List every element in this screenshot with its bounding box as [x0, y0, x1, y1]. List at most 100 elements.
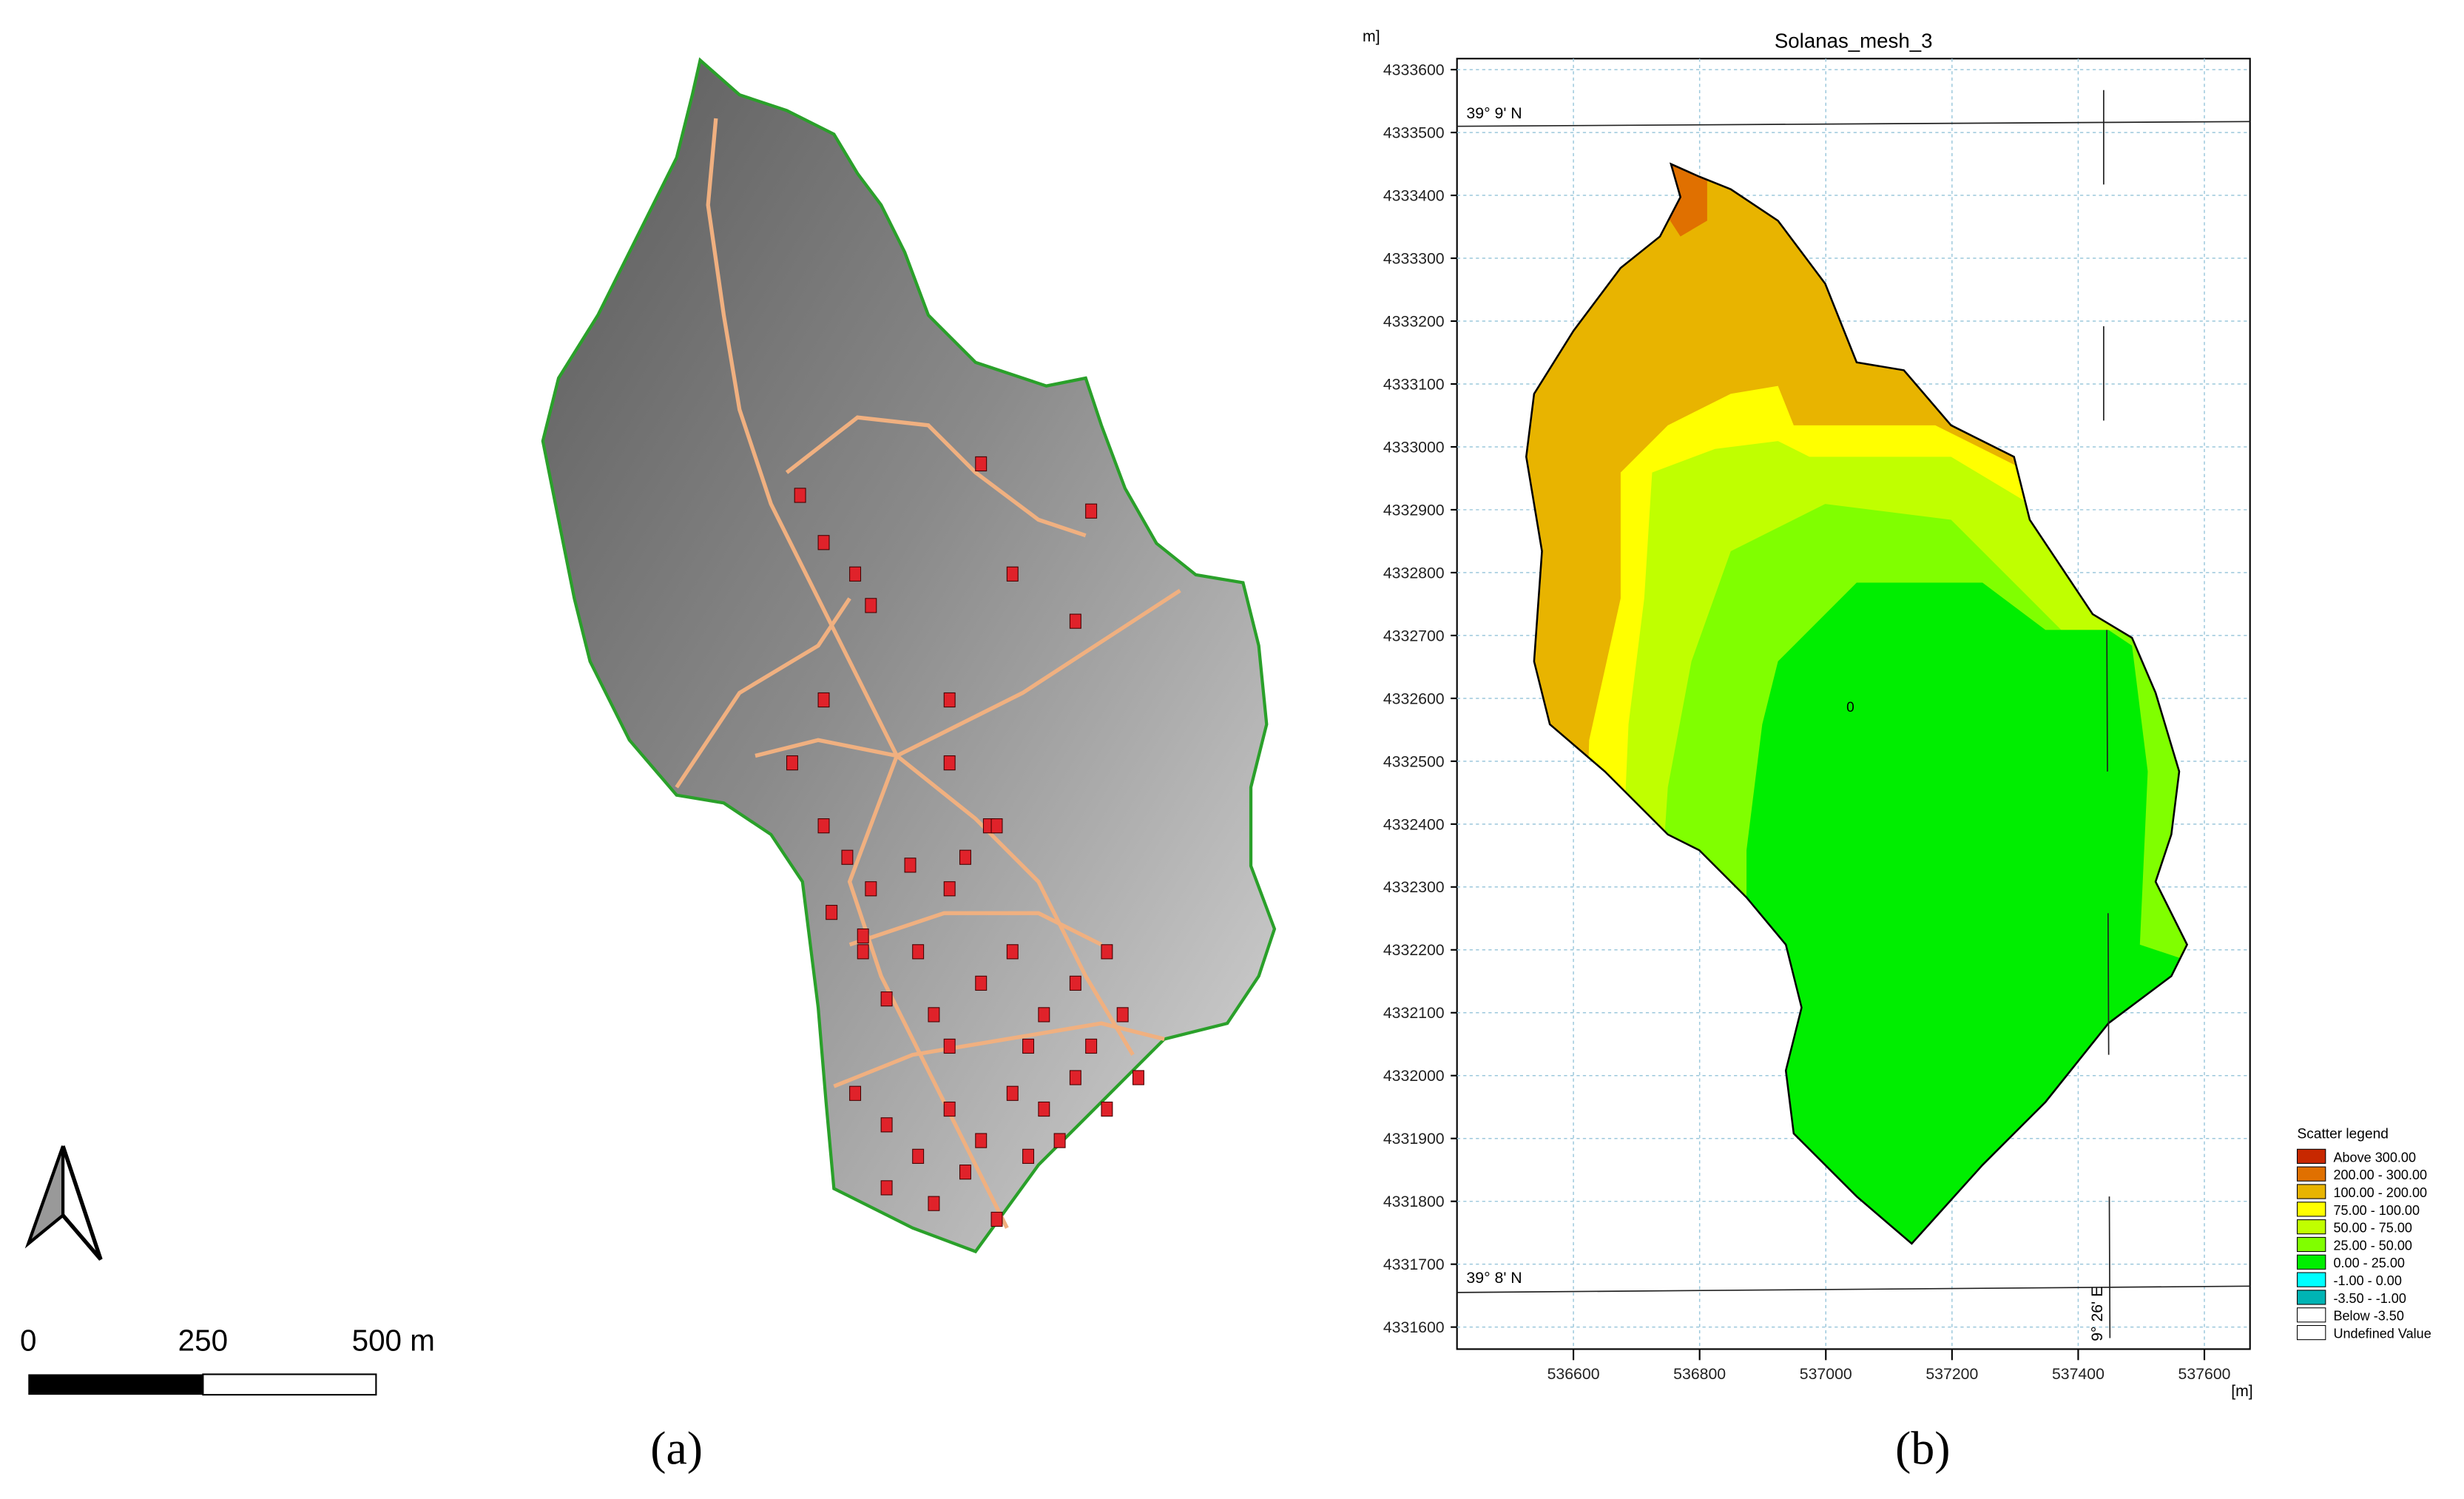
- y-tick-label: 4333500: [1383, 124, 1445, 142]
- y-tick-label: 4333300: [1383, 249, 1445, 267]
- legend-label: 25.00 - 50.00: [2333, 1238, 2412, 1253]
- scale-bar: [202, 1373, 377, 1396]
- building: [1006, 944, 1019, 960]
- y-tick-label: 4331700: [1383, 1256, 1445, 1273]
- building: [975, 1133, 988, 1148]
- building: [794, 488, 806, 503]
- roads: [675, 118, 1181, 1229]
- building: [857, 944, 869, 960]
- building: [826, 905, 838, 920]
- legend-label: Above 300.00: [2333, 1150, 2416, 1165]
- building: [1053, 1133, 1066, 1148]
- building: [912, 1148, 925, 1164]
- building: [1116, 1007, 1129, 1023]
- legend-swatch: [2296, 1307, 2326, 1323]
- legend: Above 300.00 200.00 - 300.00 100.00 - 200.…: [2296, 1148, 2431, 1341]
- building: [880, 1117, 893, 1133]
- building: [865, 881, 877, 897]
- y-tick-label: 4331900: [1383, 1130, 1445, 1148]
- scale-label: 500 m: [352, 1324, 435, 1358]
- building: [959, 1165, 971, 1180]
- building: [975, 456, 988, 472]
- point-label: 0: [1846, 700, 1854, 715]
- x-tick-label: 536600: [1547, 1365, 1600, 1383]
- legend-swatch: [2296, 1254, 2326, 1270]
- building: [849, 1085, 862, 1101]
- building: [975, 975, 988, 991]
- y-tick-label: 4332600: [1383, 690, 1445, 707]
- building: [928, 1196, 940, 1211]
- graticule-label: 9° 26' E: [2088, 1287, 2106, 1341]
- y-tick-label: 4333100: [1383, 375, 1445, 393]
- building: [1132, 1070, 1144, 1085]
- building: [943, 1038, 956, 1054]
- panel-a: 0 250 500 m (a): [20, 57, 1277, 1475]
- axis-unit: [m]: [2231, 1382, 2253, 1400]
- axis-unit: m]: [1363, 27, 1380, 45]
- legend-label: 75.00 - 100.00: [2333, 1203, 2420, 1218]
- building: [1069, 613, 1081, 629]
- y-tick-label: 4332200: [1383, 941, 1445, 959]
- building: [1038, 1007, 1050, 1023]
- legend-label: Undefined Value: [2333, 1327, 2431, 1341]
- graticule: [1457, 90, 2250, 1350]
- scale-label: 250: [178, 1324, 228, 1358]
- building: [990, 818, 1003, 834]
- y-tick-label: 4332500: [1383, 752, 1445, 770]
- legend-swatch: [2296, 1219, 2326, 1235]
- y-tick-label: 4332700: [1383, 627, 1445, 644]
- building: [1038, 1101, 1050, 1117]
- legend-swatch: [2296, 1290, 2326, 1305]
- map-title: Solanas_mesh_3: [1775, 29, 1933, 52]
- building: [959, 849, 971, 865]
- building: [1069, 1070, 1081, 1085]
- legend-label: 100.00 - 200.00: [2333, 1185, 2427, 1200]
- building: [817, 535, 830, 550]
- building: [849, 566, 862, 582]
- building: [904, 858, 917, 873]
- legend-swatch: [2296, 1202, 2326, 1217]
- building: [880, 1180, 893, 1196]
- building: [786, 755, 798, 771]
- legend-label: 50.00 - 75.00: [2333, 1221, 2412, 1236]
- y-tick-label: 4332400: [1383, 815, 1445, 833]
- building: [1006, 1085, 1019, 1101]
- y-tick-label: 4331800: [1383, 1193, 1445, 1210]
- y-tick-label: 4333000: [1383, 438, 1445, 456]
- building: [841, 849, 854, 865]
- buildings: [786, 456, 1144, 1227]
- building: [1085, 503, 1098, 519]
- legend-label: 200.00 - 300.00: [2333, 1168, 2427, 1182]
- building: [943, 692, 956, 708]
- y-tick-label: 4332800: [1383, 564, 1445, 582]
- catchment-hillshade: [541, 57, 1277, 1254]
- legend-swatch: [2296, 1166, 2326, 1182]
- y-tick-label: 4333200: [1383, 312, 1445, 330]
- y-tick-label: 4333400: [1383, 187, 1445, 205]
- building: [1069, 975, 1081, 991]
- legend-label: 0.00 - 25.00: [2333, 1256, 2405, 1270]
- building: [1085, 1038, 1098, 1054]
- caption: (a): [650, 1422, 703, 1475]
- legend-label: -3.50 - -1.00: [2333, 1291, 2406, 1306]
- y-tick-label: 4332300: [1383, 878, 1445, 896]
- y-tick-label: 4332000: [1383, 1067, 1445, 1085]
- building: [1022, 1148, 1035, 1164]
- x-tick-label: 537400: [2052, 1365, 2104, 1383]
- scale-bar: [28, 1374, 203, 1395]
- building: [1101, 1101, 1113, 1117]
- y-tick-label: 4331600: [1383, 1318, 1445, 1336]
- legend-title: Scatter legend: [2298, 1126, 2389, 1142]
- panel-b: Solanas_mesh_3 m] [m] 39° 9' N 39° 8' N …: [1363, 27, 2431, 1475]
- legend-swatch: [2296, 1184, 2326, 1199]
- legend-swatch: [2296, 1324, 2326, 1341]
- graticule-label: 39° 9' N: [1466, 104, 1522, 122]
- building: [912, 944, 925, 960]
- building: [817, 818, 830, 834]
- building: [943, 755, 956, 771]
- building: [880, 991, 893, 1007]
- x-tick-label: 537200: [1925, 1365, 1978, 1383]
- legend-swatch: [2296, 1148, 2326, 1164]
